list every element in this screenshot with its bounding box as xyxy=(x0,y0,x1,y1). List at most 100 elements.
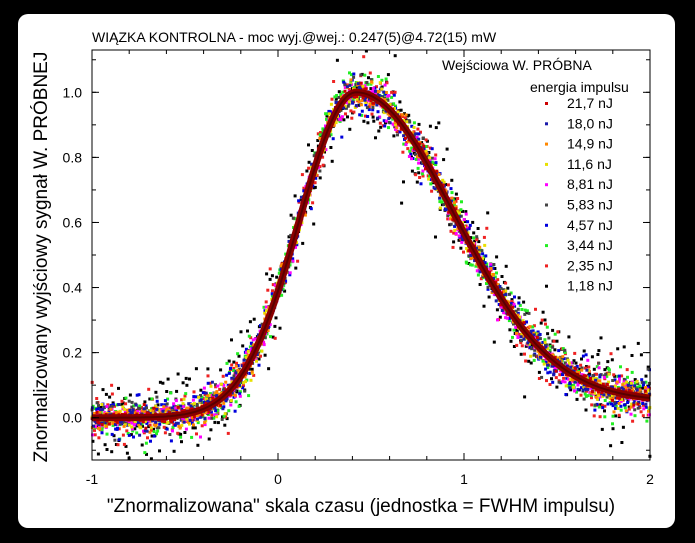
data-point xyxy=(459,237,463,241)
data-point xyxy=(605,383,609,387)
data-point xyxy=(475,238,479,242)
data-point xyxy=(382,107,386,111)
data-point xyxy=(642,381,646,385)
data-point xyxy=(393,54,397,58)
data-point xyxy=(553,355,557,359)
data-point xyxy=(412,121,416,125)
data-point xyxy=(486,285,490,289)
data-point xyxy=(619,408,623,412)
data-point xyxy=(110,432,114,436)
data-point xyxy=(584,353,588,357)
data-point xyxy=(589,386,593,390)
data-point xyxy=(108,395,112,399)
data-point xyxy=(548,383,552,386)
data-point xyxy=(203,411,207,415)
data-point xyxy=(206,381,210,385)
data-point xyxy=(359,81,363,85)
data-point xyxy=(142,429,145,433)
data-point xyxy=(140,443,144,447)
data-point xyxy=(120,403,124,407)
data-point xyxy=(345,83,349,87)
data-point xyxy=(446,217,450,221)
data-point xyxy=(481,256,485,260)
data-point xyxy=(554,376,558,380)
y-axis-title: Znormalizowany wyjściowy sygnał W. PRÓBN… xyxy=(30,52,52,463)
data-point xyxy=(558,373,562,377)
data-point xyxy=(512,302,516,306)
data-point xyxy=(262,305,266,309)
data-point xyxy=(135,393,139,397)
data-point xyxy=(494,299,498,303)
data-point xyxy=(341,90,345,94)
data-point xyxy=(160,403,164,407)
data-point xyxy=(349,78,353,82)
data-point xyxy=(211,396,215,400)
data-point xyxy=(305,169,309,173)
data-point xyxy=(482,235,486,239)
data-point xyxy=(95,410,99,414)
data-point xyxy=(244,356,248,360)
data-point xyxy=(452,231,456,235)
data-point xyxy=(484,254,488,258)
data-point xyxy=(430,189,434,193)
data-point xyxy=(192,390,196,394)
data-point xyxy=(492,340,496,344)
data-point xyxy=(183,409,186,413)
data-point xyxy=(355,95,358,99)
data-point xyxy=(514,309,518,313)
data-point xyxy=(122,424,126,428)
data-point xyxy=(611,398,614,402)
data-point xyxy=(424,138,428,142)
data-point xyxy=(612,373,616,377)
data-point xyxy=(421,169,425,173)
data-point xyxy=(590,390,594,394)
data-point xyxy=(617,387,621,391)
data-point xyxy=(145,406,148,410)
data-point xyxy=(412,130,416,134)
data-point xyxy=(195,402,199,406)
data-point xyxy=(374,91,377,95)
data-point xyxy=(190,416,194,420)
data-point xyxy=(514,325,518,329)
data-point xyxy=(177,424,181,428)
data-point xyxy=(184,392,188,396)
data-point xyxy=(209,428,213,432)
data-point xyxy=(104,392,108,396)
data-point xyxy=(639,410,643,414)
data-point xyxy=(366,121,370,125)
data-point xyxy=(614,414,618,418)
data-point xyxy=(175,408,179,412)
data-point xyxy=(342,80,346,84)
data-point xyxy=(559,381,563,385)
data-point xyxy=(509,303,513,307)
data-point xyxy=(476,247,480,251)
data-point xyxy=(141,420,145,424)
data-point xyxy=(544,322,547,326)
data-point xyxy=(509,291,513,295)
data-point xyxy=(192,402,196,406)
data-point xyxy=(155,395,159,399)
data-point xyxy=(544,345,548,349)
data-point xyxy=(457,211,461,215)
data-point xyxy=(574,361,578,365)
data-point xyxy=(342,118,346,122)
data-point xyxy=(417,171,421,175)
data-point xyxy=(626,375,629,379)
data-point xyxy=(312,222,316,226)
data-point xyxy=(294,245,297,249)
data-point xyxy=(137,393,141,397)
data-point xyxy=(460,240,464,244)
data-point xyxy=(364,49,368,53)
data-point xyxy=(445,147,449,151)
data-point xyxy=(213,406,217,410)
data-point xyxy=(555,339,559,343)
data-point xyxy=(343,83,347,87)
data-point xyxy=(434,161,438,165)
data-point xyxy=(567,377,571,381)
data-point xyxy=(434,235,437,239)
data-point xyxy=(546,332,550,336)
data-point xyxy=(460,234,464,238)
data-point xyxy=(233,409,237,413)
data-point xyxy=(524,336,528,340)
data-point xyxy=(181,402,185,406)
